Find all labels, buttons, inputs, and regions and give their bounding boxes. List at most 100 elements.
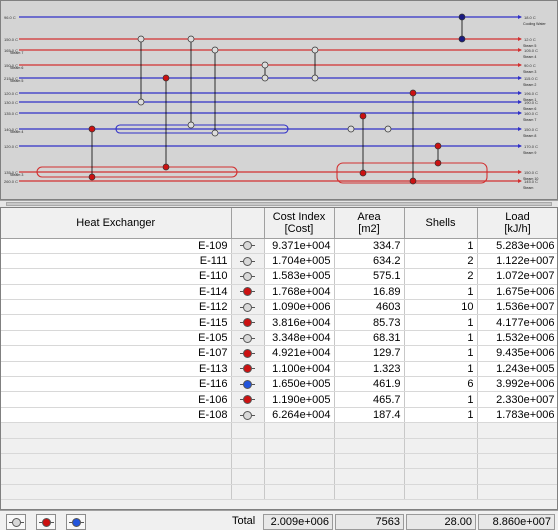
table-row[interactable]: E-107 4.921e+004 129.7 1 9.435e+006 xyxy=(1,345,557,362)
table-row[interactable]: E-108 6.264e+004 187.4 1 1.783e+006 xyxy=(1,407,557,424)
exchanger-name[interactable]: E-105 xyxy=(1,330,232,347)
load-cell[interactable]: 1.072e+007 xyxy=(477,268,557,285)
blue-filter-button[interactable] xyxy=(66,514,86,530)
exchanger-name[interactable]: E-110 xyxy=(1,268,232,285)
exchanger-marker xyxy=(231,284,265,301)
stream-split-loop xyxy=(36,166,238,178)
shells-cell[interactable]: 1 xyxy=(404,238,478,254)
header-cost-index[interactable]: Cost Index [Cost] xyxy=(264,208,335,239)
cost-cell[interactable]: 1.190e+005 xyxy=(264,391,335,408)
cost-cell[interactable]: 1.650e+005 xyxy=(264,376,335,393)
shells-cell[interactable]: 10 xyxy=(404,299,478,316)
grey-filter-button[interactable] xyxy=(6,514,26,530)
load-cell[interactable]: 5.283e+006 xyxy=(477,238,557,254)
stream-name-label: Steam 2 xyxy=(523,83,536,87)
table-row[interactable]: E-111 1.704e+005 634.2 2 1.122e+007 xyxy=(1,253,557,270)
area-cell[interactable]: 85.73 xyxy=(334,314,405,331)
area-cell[interactable]: 634.2 xyxy=(334,253,405,270)
shells-cell[interactable]: 1 xyxy=(404,345,478,362)
exchanger-name[interactable]: E-106 xyxy=(1,391,232,408)
table-row[interactable]: E-105 3.348e+004 68.31 1 1.532e+006 xyxy=(1,330,557,347)
area-cell[interactable]: 1.323 xyxy=(334,361,405,378)
exchanger-name[interactable]: E-115 xyxy=(1,314,232,331)
exchanger-node xyxy=(311,46,319,54)
empty-cell xyxy=(404,422,478,439)
header-area-title: Area xyxy=(357,210,381,223)
header-heat-exchanger[interactable]: Heat Exchanger xyxy=(1,208,232,239)
shells-cell[interactable]: 1 xyxy=(404,407,478,424)
area-cell[interactable]: 129.7 xyxy=(334,345,405,362)
header-shells[interactable]: Shells xyxy=(404,208,478,239)
header-load-unit: [kJ/h] xyxy=(504,222,531,235)
exchanger-name[interactable]: E-107 xyxy=(1,345,232,362)
area-cell[interactable]: 465.7 xyxy=(334,391,405,408)
area-cell[interactable]: 334.7 xyxy=(334,238,405,254)
exchanger-name[interactable]: E-109 xyxy=(1,238,232,254)
shells-cell[interactable]: 1 xyxy=(404,330,478,347)
heat-exchanger-network-diagram[interactable]: 96.0 C 18.0 C Cooling Water 150.0 C 12.0 C St… xyxy=(1,1,558,200)
table-row[interactable]: E-112 1.090e+006 4603 10 1.536e+007 xyxy=(1,299,557,316)
shells-cell[interactable]: 1 xyxy=(404,284,478,301)
scrollbar-thumb[interactable] xyxy=(6,202,552,206)
cost-cell[interactable]: 1.100e+004 xyxy=(264,361,335,378)
area-cell[interactable]: 4603 xyxy=(334,299,405,316)
cost-cell[interactable]: 1.768e+004 xyxy=(264,284,335,301)
exchanger-name[interactable]: E-111 xyxy=(1,253,232,270)
shells-cell[interactable]: 2 xyxy=(404,268,478,285)
load-cell[interactable]: 1.675e+006 xyxy=(477,284,557,301)
load-cell[interactable]: 1.122e+007 xyxy=(477,253,557,270)
table-row[interactable]: E-114 1.768e+004 16.89 1 1.675e+006 xyxy=(1,284,557,301)
header-area[interactable]: Area [m2] xyxy=(334,208,405,239)
load-cell[interactable]: 4.177e+006 xyxy=(477,314,557,331)
table-row[interactable]: E-109 9.371e+004 334.7 1 5.283e+006 xyxy=(1,238,557,254)
cost-cell[interactable]: 3.348e+004 xyxy=(264,330,335,347)
cost-cell[interactable]: 9.371e+004 xyxy=(264,238,335,254)
stream-left-name: Steam 3 xyxy=(10,173,23,177)
red-filter-button[interactable] xyxy=(36,514,56,530)
exchanger-name[interactable]: E-108 xyxy=(1,407,232,424)
cost-cell[interactable]: 6.264e+004 xyxy=(264,407,335,424)
header-marker[interactable] xyxy=(231,208,265,239)
exchanger-marker xyxy=(231,361,265,378)
grey-exchanger-icon xyxy=(240,241,255,251)
header-load[interactable]: Load [kJ/h] xyxy=(477,208,557,239)
area-cell[interactable]: 16.89 xyxy=(334,284,405,301)
load-cell[interactable]: 9.435e+006 xyxy=(477,345,557,362)
exchanger-marker xyxy=(231,238,265,254)
area-cell[interactable]: 187.4 xyxy=(334,407,405,424)
exchanger-name[interactable]: E-113 xyxy=(1,361,232,378)
exchanger-name[interactable]: E-116 xyxy=(1,376,232,393)
shells-cell[interactable]: 2 xyxy=(404,253,478,270)
load-cell[interactable]: 1.532e+006 xyxy=(477,330,557,347)
table-row[interactable]: E-113 1.100e+004 1.323 1 1.243e+005 xyxy=(1,361,557,378)
stream-arrow xyxy=(518,91,522,95)
load-cell[interactable]: 3.992e+006 xyxy=(477,376,557,393)
shells-cell[interactable]: 1 xyxy=(404,361,478,378)
shells-cell[interactable]: 1 xyxy=(404,391,478,408)
table-row[interactable]: E-110 1.583e+005 575.1 2 1.072e+007 xyxy=(1,268,557,285)
load-cell[interactable]: 1.243e+005 xyxy=(477,361,557,378)
load-cell[interactable]: 1.783e+006 xyxy=(477,407,557,424)
table-row[interactable]: E-116 1.650e+005 461.9 6 3.992e+006 xyxy=(1,376,557,393)
empty-cell xyxy=(477,484,557,501)
shells-cell[interactable]: 1 xyxy=(404,314,478,331)
area-cell[interactable]: 575.1 xyxy=(334,268,405,285)
table-row[interactable]: E-115 3.816e+004 85.73 1 4.177e+006 xyxy=(1,314,557,331)
load-cell[interactable]: 2.330e+007 xyxy=(477,391,557,408)
cost-cell[interactable]: 3.816e+004 xyxy=(264,314,335,331)
cost-cell[interactable]: 1.090e+006 xyxy=(264,299,335,316)
shells-cell[interactable]: 6 xyxy=(404,376,478,393)
grey-exchanger-icon xyxy=(240,410,255,420)
grid-diagram-canvas[interactable]: 96.0 C 18.0 C Cooling Water 150.0 C 12.0 C St… xyxy=(0,0,558,200)
exchanger-name[interactable]: E-114 xyxy=(1,284,232,301)
horizontal-scrollbar[interactable] xyxy=(0,200,558,207)
table-row[interactable]: E-106 1.190e+005 465.7 1 2.330e+007 xyxy=(1,391,557,408)
empty-cell xyxy=(477,422,557,439)
exchanger-name[interactable]: E-112 xyxy=(1,299,232,316)
load-cell[interactable]: 1.536e+007 xyxy=(477,299,557,316)
cost-cell[interactable]: 1.583e+005 xyxy=(264,268,335,285)
area-cell[interactable]: 68.31 xyxy=(334,330,405,347)
area-cell[interactable]: 461.9 xyxy=(334,376,405,393)
cost-cell[interactable]: 1.704e+005 xyxy=(264,253,335,270)
cost-cell[interactable]: 4.921e+004 xyxy=(264,345,335,362)
